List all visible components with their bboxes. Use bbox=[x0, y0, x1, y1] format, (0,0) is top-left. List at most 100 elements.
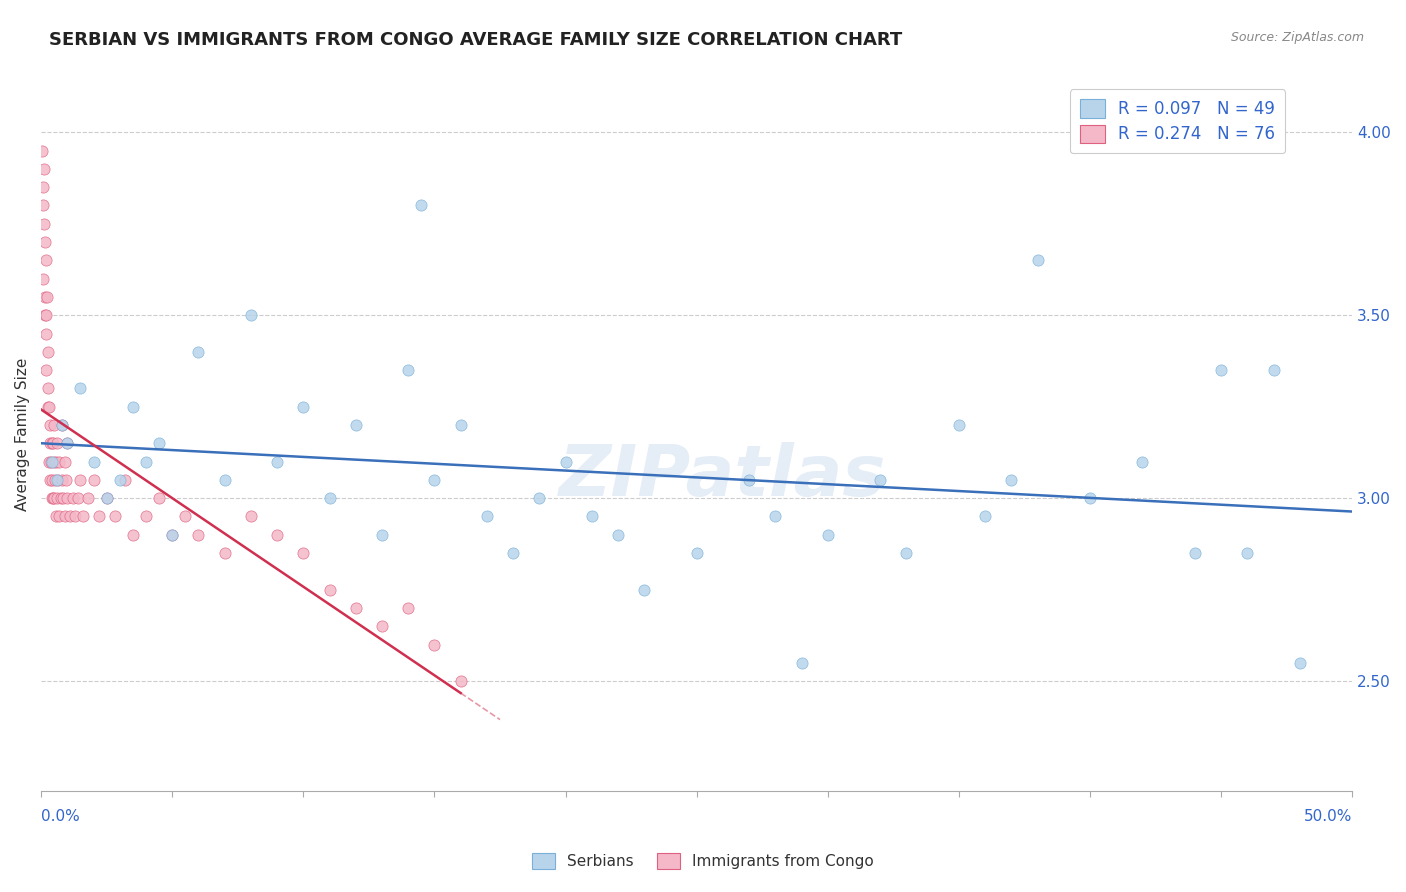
Point bbox=[69, 473, 91, 487]
Point bbox=[423, 638, 446, 652]
Point bbox=[34, 308, 56, 322]
Legend: R = 0.097   N = 49, R = 0.274   N = 76: R = 0.097 N = 49, R = 0.274 N = 76 bbox=[1070, 89, 1285, 153]
Point bbox=[55, 473, 77, 487]
Point bbox=[239, 308, 262, 322]
Point bbox=[66, 491, 89, 505]
Point bbox=[187, 528, 209, 542]
Point bbox=[31, 144, 53, 158]
Point bbox=[529, 491, 551, 505]
Point bbox=[48, 454, 70, 468]
Point bbox=[51, 473, 73, 487]
Point bbox=[51, 417, 73, 432]
Point bbox=[35, 326, 58, 341]
Point bbox=[1078, 491, 1101, 505]
Point bbox=[450, 674, 472, 689]
Point bbox=[187, 344, 209, 359]
Point bbox=[160, 528, 183, 542]
Point bbox=[948, 417, 970, 432]
Point bbox=[44, 454, 66, 468]
Point bbox=[396, 363, 419, 377]
Point bbox=[896, 546, 918, 560]
Point bbox=[344, 601, 367, 615]
Text: ZIPatlas: ZIPatlas bbox=[560, 442, 887, 511]
Point bbox=[450, 417, 472, 432]
Point bbox=[39, 417, 62, 432]
Point bbox=[32, 180, 55, 194]
Point bbox=[45, 491, 67, 505]
Point bbox=[318, 491, 340, 505]
Point bbox=[96, 491, 118, 505]
Point bbox=[371, 619, 394, 633]
Point bbox=[56, 436, 79, 450]
Point bbox=[35, 290, 58, 304]
Point bbox=[423, 473, 446, 487]
Point bbox=[83, 473, 105, 487]
Point bbox=[1026, 253, 1049, 268]
Point bbox=[69, 381, 91, 395]
Point bbox=[41, 436, 63, 450]
Point bbox=[32, 161, 55, 176]
Point bbox=[41, 491, 63, 505]
Point bbox=[42, 491, 65, 505]
Point bbox=[1184, 546, 1206, 560]
Point bbox=[38, 454, 60, 468]
Point bbox=[148, 436, 170, 450]
Point bbox=[974, 509, 997, 524]
Point bbox=[763, 509, 786, 524]
Point bbox=[475, 509, 498, 524]
Point bbox=[38, 400, 60, 414]
Point bbox=[72, 509, 94, 524]
Point bbox=[34, 235, 56, 249]
Point bbox=[581, 509, 603, 524]
Text: SERBIAN VS IMMIGRANTS FROM CONGO AVERAGE FAMILY SIZE CORRELATION CHART: SERBIAN VS IMMIGRANTS FROM CONGO AVERAGE… bbox=[49, 31, 903, 49]
Point bbox=[135, 454, 157, 468]
Point bbox=[266, 454, 288, 468]
Point bbox=[52, 491, 75, 505]
Point bbox=[45, 473, 67, 487]
Point bbox=[53, 509, 76, 524]
Point bbox=[56, 491, 79, 505]
Point bbox=[344, 417, 367, 432]
Point bbox=[103, 509, 125, 524]
Point bbox=[396, 601, 419, 615]
Point bbox=[96, 491, 118, 505]
Point bbox=[42, 454, 65, 468]
Point bbox=[37, 400, 59, 414]
Legend: Serbians, Immigrants from Congo: Serbians, Immigrants from Congo bbox=[526, 847, 880, 875]
Point bbox=[318, 582, 340, 597]
Point bbox=[49, 491, 72, 505]
Point bbox=[87, 509, 110, 524]
Y-axis label: Average Family Size: Average Family Size bbox=[15, 358, 30, 511]
Point bbox=[45, 436, 67, 450]
Point bbox=[35, 308, 58, 322]
Point bbox=[1263, 363, 1285, 377]
Point bbox=[39, 473, 62, 487]
Point bbox=[292, 400, 315, 414]
Point bbox=[83, 454, 105, 468]
Point bbox=[34, 290, 56, 304]
Point bbox=[292, 546, 315, 560]
Text: 0.0%: 0.0% bbox=[41, 809, 80, 824]
Point bbox=[502, 546, 524, 560]
Point bbox=[371, 528, 394, 542]
Point bbox=[790, 656, 813, 670]
Point bbox=[114, 473, 136, 487]
Point bbox=[32, 217, 55, 231]
Point bbox=[32, 271, 55, 285]
Point bbox=[51, 417, 73, 432]
Text: 50.0%: 50.0% bbox=[1303, 809, 1353, 824]
Point bbox=[62, 491, 84, 505]
Point bbox=[214, 473, 236, 487]
Point bbox=[56, 436, 79, 450]
Text: Source: ZipAtlas.com: Source: ZipAtlas.com bbox=[1230, 31, 1364, 45]
Point bbox=[48, 509, 70, 524]
Point bbox=[35, 363, 58, 377]
Point bbox=[37, 381, 59, 395]
Point bbox=[135, 509, 157, 524]
Point bbox=[39, 454, 62, 468]
Point bbox=[1236, 546, 1258, 560]
Point bbox=[1132, 454, 1154, 468]
Point bbox=[108, 473, 131, 487]
Point bbox=[738, 473, 761, 487]
Point bbox=[53, 454, 76, 468]
